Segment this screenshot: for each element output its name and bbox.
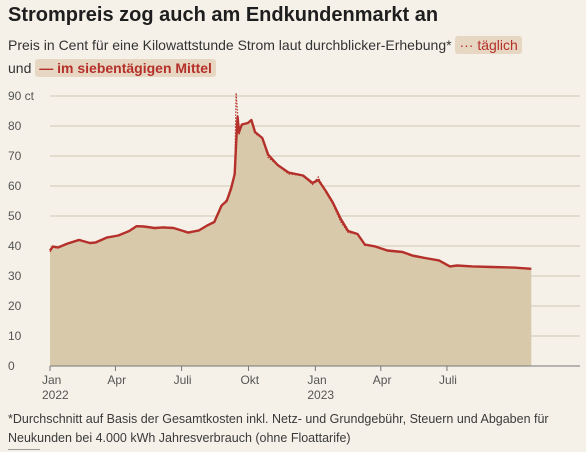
y-tick-label: 20 — [8, 299, 22, 313]
legend-average: — im siebentägigen Mittel — [35, 59, 216, 77]
x-tick-label: Jan — [42, 373, 61, 387]
x-tick-year-label: 2022 — [42, 388, 69, 402]
x-tick-label: Apr — [373, 373, 392, 387]
x-tick-label: Okt — [240, 373, 259, 387]
y-tick-label: 10 — [8, 329, 22, 343]
footnote-rule — [8, 449, 40, 450]
y-tick-label: 40 — [8, 239, 22, 253]
y-tick-label: 80 — [8, 119, 22, 133]
y-tick-label: 30 — [8, 269, 22, 283]
chart-title: Strompreis zog auch am Endkundenmarkt an — [8, 4, 439, 26]
chart-subtitle: Preis in Cent für eine Kilowattstunde St… — [8, 34, 582, 80]
y-tick-label: 90 ct — [8, 89, 35, 103]
x-tick-label: Jan — [307, 373, 326, 387]
x-tick-label: Juli — [439, 373, 457, 387]
subtitle-text: Preis in Cent für eine Kilowattstunde St… — [8, 37, 452, 53]
y-tick-label: 50 — [8, 209, 22, 223]
y-tick-label: 0 — [8, 359, 15, 373]
y-axis: 90 ct 80 70 60 50 40 30 20 10 0 — [8, 89, 35, 373]
x-tick-label: Juli — [174, 373, 192, 387]
series-average-line — [49, 115, 532, 270]
legend-daily: ··· täglich — [455, 36, 522, 54]
y-tick-label: 70 — [8, 149, 22, 163]
subtitle-and: und — [8, 60, 32, 76]
x-tick-year-label: 2023 — [307, 388, 334, 402]
y-tick-label: 60 — [8, 179, 22, 193]
x-tick-label: Apr — [107, 373, 126, 387]
area-fill — [50, 117, 532, 366]
footnote: *Durchschnitt auf Basis der Gesamtkosten… — [8, 412, 549, 445]
